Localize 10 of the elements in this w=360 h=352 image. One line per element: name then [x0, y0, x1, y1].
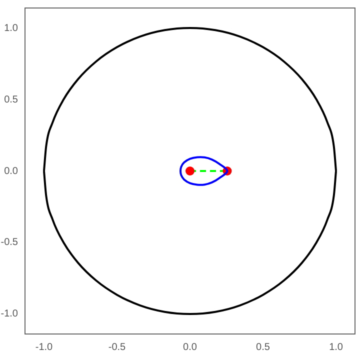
y-tick-label: -1.0: [0, 308, 18, 320]
x-tick-label: 0.0: [183, 342, 198, 352]
x-tick-label: -0.5: [108, 342, 126, 352]
x-tick-label: -1.0: [35, 342, 54, 352]
y-tick-label: 0.0: [4, 166, 18, 177]
x-tick-label: 1.0: [329, 342, 344, 352]
y-tick-label: -0.5: [0, 237, 18, 248]
y-tick-label: 1.0: [4, 22, 18, 34]
x-tick-label: 0.5: [256, 342, 270, 352]
y-tick-label: 0.5: [4, 94, 18, 106]
